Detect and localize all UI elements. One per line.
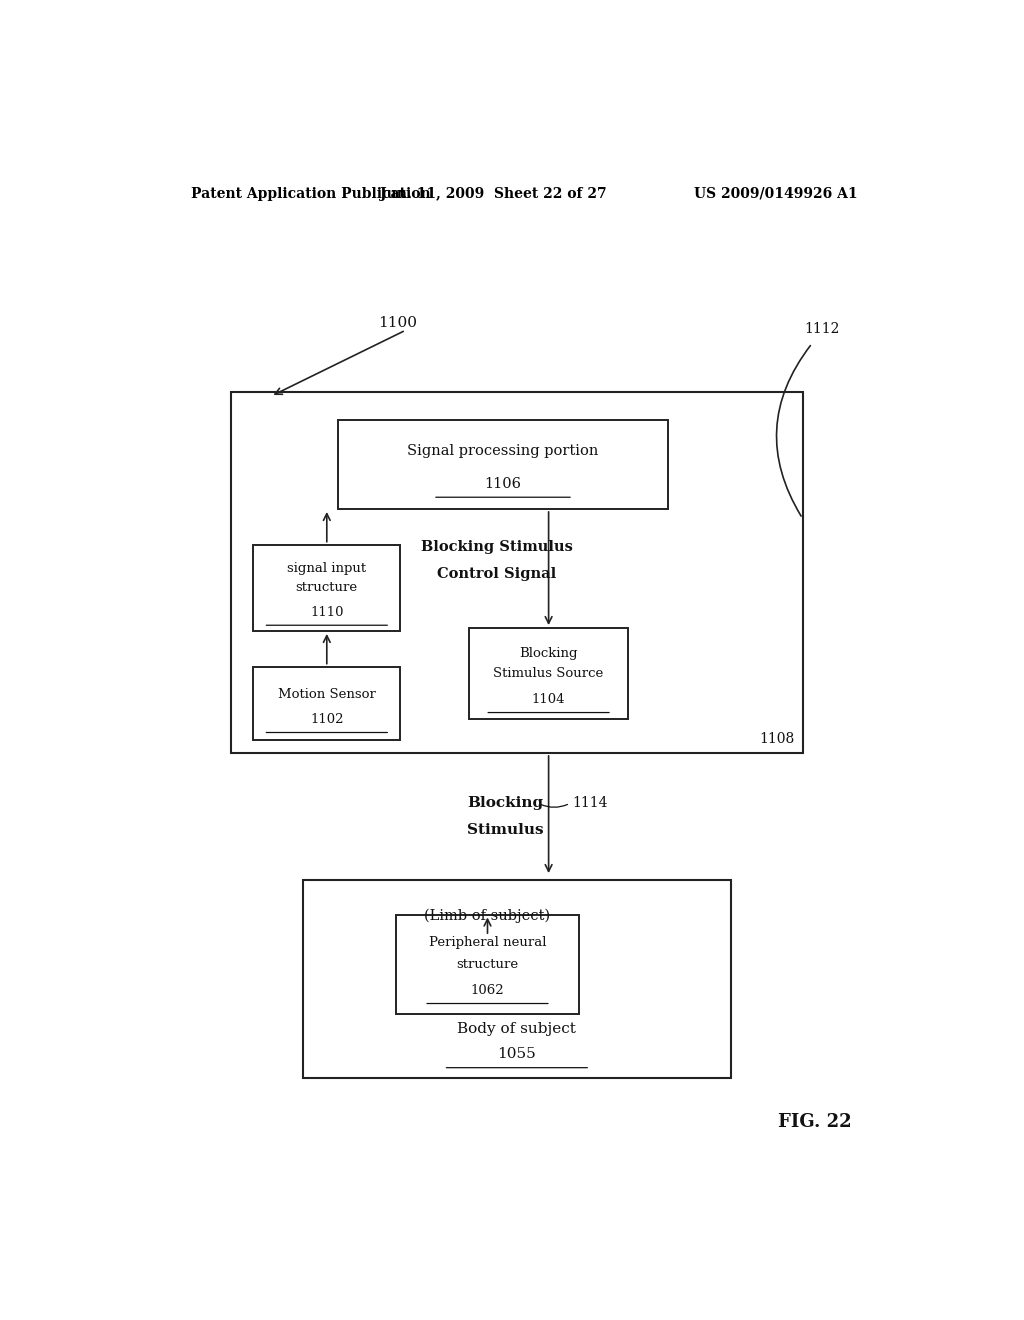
Text: Stimulus Source: Stimulus Source xyxy=(494,667,604,680)
Text: Stimulus: Stimulus xyxy=(467,822,544,837)
FancyBboxPatch shape xyxy=(338,420,668,510)
Text: Control Signal: Control Signal xyxy=(437,566,557,581)
Text: structure: structure xyxy=(296,581,357,594)
FancyBboxPatch shape xyxy=(231,392,803,752)
Text: 1112: 1112 xyxy=(804,322,840,337)
Text: (Limb of subject): (Limb of subject) xyxy=(424,908,551,923)
Text: 1110: 1110 xyxy=(310,606,343,619)
Text: 1104: 1104 xyxy=(531,693,565,706)
Text: 1114: 1114 xyxy=(572,796,608,810)
FancyBboxPatch shape xyxy=(253,545,400,631)
Text: signal input: signal input xyxy=(288,562,367,576)
Text: 1062: 1062 xyxy=(471,983,504,997)
Text: Jun. 11, 2009  Sheet 22 of 27: Jun. 11, 2009 Sheet 22 of 27 xyxy=(380,187,606,201)
Text: Blocking: Blocking xyxy=(467,796,543,810)
Text: Signal processing portion: Signal processing portion xyxy=(408,444,599,458)
Text: Blocking: Blocking xyxy=(519,647,578,660)
Text: Motion Sensor: Motion Sensor xyxy=(278,688,376,701)
Text: Patent Application Publication: Patent Application Publication xyxy=(191,187,431,201)
Text: 1106: 1106 xyxy=(484,477,521,491)
Text: 1055: 1055 xyxy=(498,1048,537,1061)
Text: Peripheral neural: Peripheral neural xyxy=(429,936,546,949)
Text: US 2009/0149926 A1: US 2009/0149926 A1 xyxy=(694,187,858,201)
Text: structure: structure xyxy=(457,958,518,972)
Text: Blocking Stimulus: Blocking Stimulus xyxy=(421,540,573,554)
FancyBboxPatch shape xyxy=(396,915,579,1014)
Text: 1100: 1100 xyxy=(378,315,417,330)
FancyBboxPatch shape xyxy=(469,628,628,719)
Text: Body of subject: Body of subject xyxy=(458,1022,577,1036)
Text: FIG. 22: FIG. 22 xyxy=(777,1113,851,1131)
FancyBboxPatch shape xyxy=(253,667,400,739)
FancyBboxPatch shape xyxy=(303,880,731,1078)
Text: 1108: 1108 xyxy=(760,731,795,746)
Text: 1102: 1102 xyxy=(310,713,343,726)
